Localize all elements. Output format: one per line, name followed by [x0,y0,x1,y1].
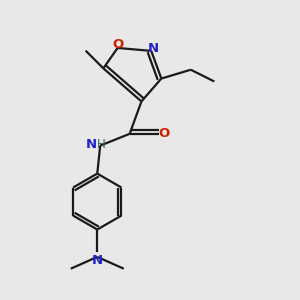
Text: O: O [158,127,170,140]
Text: N: N [92,254,103,267]
Text: N: N [148,42,159,55]
Text: O: O [112,38,123,51]
Text: H: H [97,138,106,151]
Text: N: N [86,138,97,151]
